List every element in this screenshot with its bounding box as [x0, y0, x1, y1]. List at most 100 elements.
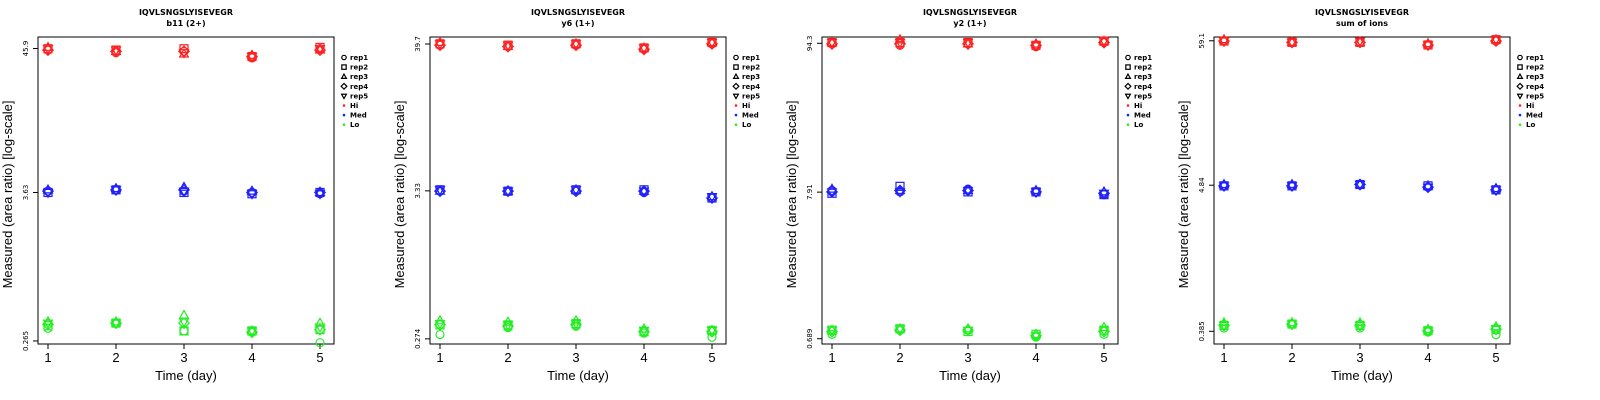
x-axis-label: Time (day)	[547, 368, 609, 383]
legend-symbol	[1124, 72, 1132, 79]
data-point	[502, 41, 514, 52]
legend-symbol	[1516, 82, 1524, 91]
data-point	[638, 187, 650, 198]
legend-label: Hi	[742, 102, 750, 110]
data-point	[1286, 38, 1298, 49]
data-point	[962, 186, 974, 197]
data-point	[1098, 326, 1110, 337]
chart-panel-2: IQVLSNGSLYISEVEGR y6 (1+) 1 2 3 4 5 Time (day) 0…	[392, 8, 760, 383]
data-point	[314, 45, 326, 55]
legend-label: Med	[1134, 112, 1151, 120]
y-axis-label: Measured (area ratio) [log-scale]	[1176, 101, 1191, 289]
data-point	[42, 188, 54, 199]
data-point	[826, 188, 838, 198]
legend-label: Lo	[1134, 121, 1143, 129]
chart-title: IQVLSNGSLYISEVEGR	[923, 8, 1017, 17]
data-point	[110, 186, 122, 196]
data-point	[638, 44, 650, 54]
data-point	[1490, 36, 1502, 46]
legend-symbol	[342, 123, 346, 126]
data-point	[435, 329, 445, 340]
data-point	[110, 319, 122, 330]
legend-symbol	[1126, 113, 1130, 117]
legend-label: rep2	[350, 64, 368, 72]
x-tick-label: 3	[1356, 350, 1363, 365]
x-tick-label: 3	[572, 350, 579, 365]
data-point	[1030, 332, 1042, 342]
legend-symbol	[1518, 113, 1522, 117]
chart-panel-1: IQVLSNGSLYISEVEGR b11 (2+) 1 2 3 4 5 Time (day)…	[0, 8, 368, 383]
legend-label: rep4	[350, 83, 368, 91]
data-point	[314, 190, 326, 200]
data-point	[1098, 189, 1110, 200]
legend-symbol	[341, 64, 347, 70]
legend-label: rep5	[1526, 92, 1544, 100]
legend-label: Med	[742, 112, 759, 120]
data-point	[434, 319, 446, 330]
chart-subtitle: sum of ions	[1336, 19, 1388, 28]
data-point	[1286, 36, 1298, 46]
data-point	[1354, 178, 1366, 189]
plot-frame	[37, 36, 335, 345]
legend-symbol	[1126, 123, 1130, 126]
chart-subtitle: y6 (1+)	[561, 19, 594, 28]
legend-symbol	[342, 104, 346, 107]
data-point	[434, 186, 446, 196]
y-tick-label: 3.33	[414, 183, 422, 199]
data-point	[313, 323, 327, 336]
legend-symbol	[340, 82, 348, 91]
legend-symbol	[733, 54, 739, 61]
x-tick-label: 4	[1032, 350, 1039, 365]
legend-label: Hi	[1134, 102, 1142, 110]
chart-title: IQVLSNGSLYISEVEGR	[531, 8, 625, 17]
x-tick-label: 4	[1424, 350, 1431, 365]
y-axis-label: Measured (area ratio) [log-scale]	[784, 101, 799, 289]
data-point	[502, 187, 514, 198]
x-axis-label: Time (day)	[155, 368, 217, 383]
data-point	[246, 190, 258, 200]
legend-symbol	[732, 72, 740, 79]
legend-symbol	[1516, 72, 1524, 79]
legend-symbol	[734, 113, 738, 117]
chart-title: IQVLSNGSLYISEVEGR	[139, 8, 233, 17]
data-point	[570, 319, 582, 330]
data-point	[706, 38, 718, 49]
legend-label: rep3	[742, 73, 760, 81]
chart-subtitle: b11 (2+)	[166, 19, 205, 28]
data-point	[315, 338, 325, 348]
y-tick-label: 94.3	[806, 35, 814, 51]
data-point	[1286, 320, 1298, 331]
data-point	[1030, 41, 1042, 52]
y-tick-label: 45.9	[22, 41, 30, 57]
data-point	[826, 38, 838, 49]
data-point	[1490, 325, 1502, 336]
data-point	[502, 321, 514, 331]
data-point	[1218, 182, 1230, 192]
y-tick-label: 39.7	[414, 36, 422, 52]
data-point	[178, 318, 190, 328]
legend-symbol	[734, 123, 738, 126]
data-point	[502, 185, 514, 195]
data-point	[1218, 321, 1230, 332]
data-point	[706, 193, 718, 203]
chart-subtitle: y2 (1+)	[953, 19, 986, 28]
data-point	[1422, 183, 1434, 194]
data-point	[894, 325, 906, 335]
y-tick-label: 0.385	[1198, 321, 1206, 341]
legend-symbol	[1518, 123, 1522, 126]
legend-symbol	[340, 72, 348, 79]
data-point	[570, 40, 582, 50]
x-tick-label: 3	[180, 350, 187, 365]
legend-symbol	[1517, 64, 1523, 70]
data-point	[894, 38, 906, 49]
legend-label: rep4	[1134, 83, 1152, 91]
y-tick-label: 59.1	[1198, 33, 1206, 49]
x-tick-label: 4	[248, 350, 255, 365]
y-tick-label: 0.265	[22, 331, 30, 351]
data-point	[894, 188, 906, 198]
x-tick-label: 2	[504, 350, 511, 365]
legend-symbol	[1125, 54, 1131, 61]
legend-label: Lo	[742, 121, 751, 129]
data-point	[1491, 330, 1501, 340]
